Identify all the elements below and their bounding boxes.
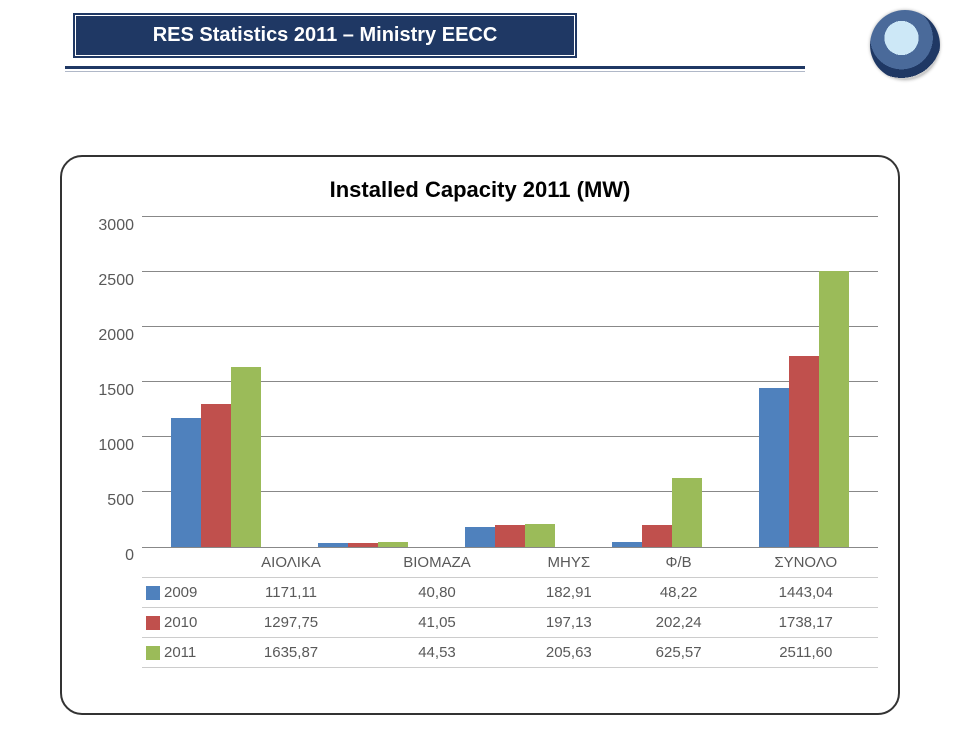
series-label-cell: 2009 <box>142 578 222 608</box>
series-name: 2009 <box>164 584 197 601</box>
table-cell: 44,53 <box>360 638 514 668</box>
table-header-cell: ΣΥΝΟΛΟ <box>734 548 878 578</box>
bar <box>612 542 642 547</box>
table-corner-cell <box>142 548 222 578</box>
bar <box>465 527 495 547</box>
plot-area <box>142 218 878 548</box>
table-cell: 1738,17 <box>734 608 878 638</box>
table-header-row: ΑΙΟΛΙΚΑΒΙΟΜΑΖΑΜΗΥΣΦ/ΒΣΥΝΟΛΟ <box>142 548 878 578</box>
org-logo <box>870 10 940 80</box>
table-cell: 40,80 <box>360 578 514 608</box>
chart-panel: Installed Capacity 2011 (MW) 0 500 1000 150… <box>60 155 900 715</box>
bar-group <box>171 367 261 547</box>
y-tick: 1500 <box>84 382 134 400</box>
bar <box>819 271 849 547</box>
chart-body: 050010001500200025003000 <box>82 218 878 548</box>
table-cell: 1171,11 <box>222 578 360 608</box>
header-rule-thick <box>65 66 805 69</box>
data-table: ΑΙΟΛΙΚΑΒΙΟΜΑΖΑΜΗΥΣΦ/ΒΣΥΝΟΛΟ 2009 1171,1140… <box>142 548 878 668</box>
table-header-cell: ΒΙΟΜΑΖΑ <box>360 548 514 578</box>
series-label-cell: 2011 <box>142 638 222 668</box>
bar <box>378 542 408 547</box>
table-row: 2009 1171,1140,80182,9148,221443,04 <box>142 578 878 608</box>
legend-swatch <box>146 586 160 600</box>
table-cell: 205,63 <box>514 638 624 668</box>
y-tick: 500 <box>84 492 134 510</box>
chart-title: Installed Capacity 2011 (MW) <box>82 177 878 203</box>
table-cell: 625,57 <box>624 638 734 668</box>
y-tick: 3000 <box>84 217 134 235</box>
bar-group <box>318 542 408 547</box>
bar <box>495 525 525 547</box>
y-tick: 1000 <box>84 437 134 455</box>
table-cell: 1297,75 <box>222 608 360 638</box>
bar <box>642 525 672 547</box>
series-name: 2011 <box>164 644 196 661</box>
y-tick: 2000 <box>84 327 134 345</box>
series-label-cell: 2010 <box>142 608 222 638</box>
bar <box>318 543 348 547</box>
table-cell: 2511,60 <box>734 638 878 668</box>
bar <box>759 388 789 547</box>
bar <box>525 524 555 547</box>
bar-group <box>612 478 702 547</box>
table-cell: 1635,87 <box>222 638 360 668</box>
bar-group <box>465 524 555 547</box>
bar <box>348 543 378 548</box>
legend-swatch <box>146 646 160 660</box>
table-cell: 197,13 <box>514 608 624 638</box>
table-header-cell: ΑΙΟΛΙΚΑ <box>222 548 360 578</box>
table-cell: 1443,04 <box>734 578 878 608</box>
table-cell: 41,05 <box>360 608 514 638</box>
table-cell: 182,91 <box>514 578 624 608</box>
bar <box>201 404 231 547</box>
gridline <box>142 216 878 217</box>
bar <box>672 478 702 547</box>
bar <box>789 356 819 547</box>
table-row: 2011 1635,8744,53205,63625,572511,60 <box>142 638 878 668</box>
legend-swatch <box>146 616 160 630</box>
y-axis: 050010001500200025003000 <box>82 218 142 548</box>
table-cell: 48,22 <box>624 578 734 608</box>
page-title: RES Statistics 2011 – Ministry EECC <box>75 15 575 56</box>
bar <box>231 367 261 547</box>
header-rule-thin <box>65 71 805 72</box>
table-cell: 202,24 <box>624 608 734 638</box>
header: RES Statistics 2011 – Ministry EECC <box>75 15 695 72</box>
series-name: 2010 <box>164 614 197 631</box>
y-tick: 0 <box>84 547 134 565</box>
bar-group <box>759 271 849 547</box>
table-row: 2010 1297,7541,05197,13202,241738,17 <box>142 608 878 638</box>
table-header-cell: ΜΗΥΣ <box>514 548 624 578</box>
y-tick: 2500 <box>84 272 134 290</box>
bar <box>171 418 201 547</box>
table-header-cell: Φ/Β <box>624 548 734 578</box>
